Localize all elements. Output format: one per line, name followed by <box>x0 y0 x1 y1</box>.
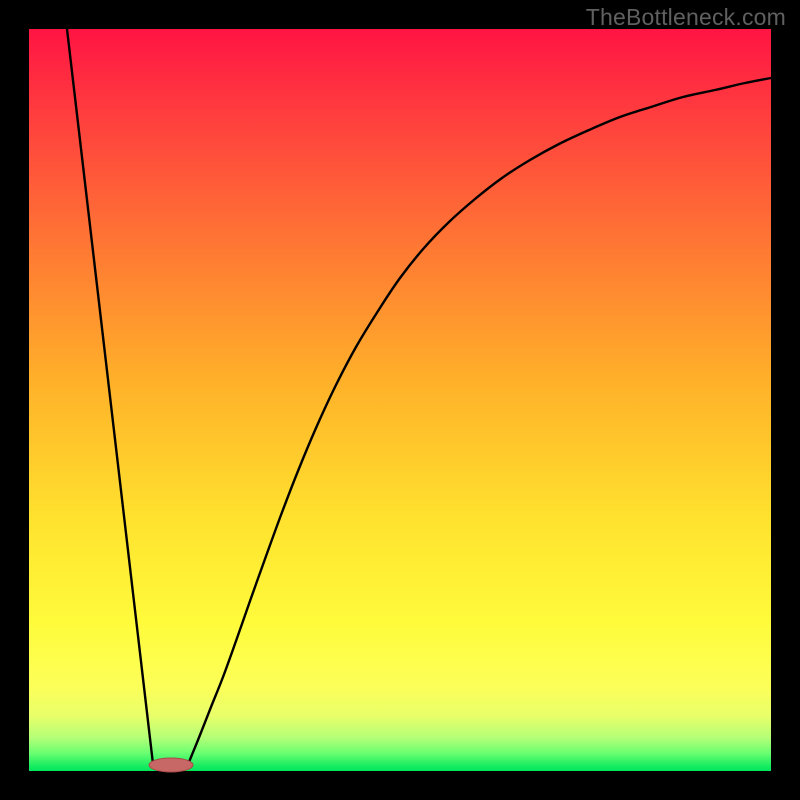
watermark-text: TheBottleneck.com <box>586 4 786 31</box>
chart-container: TheBottleneck.com <box>0 0 800 800</box>
bottleneck-chart <box>0 0 800 800</box>
trough-marker <box>149 758 193 772</box>
